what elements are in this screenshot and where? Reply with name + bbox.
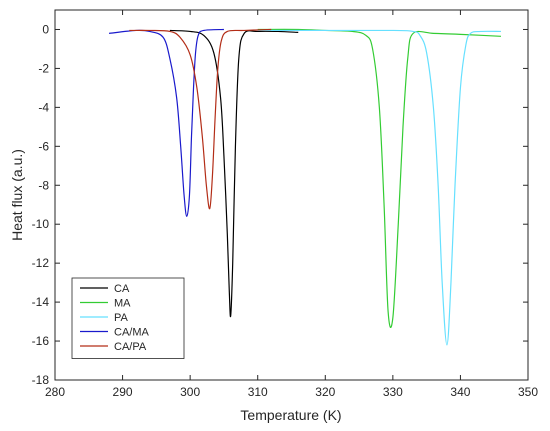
legend-label: CA/PA — [114, 341, 147, 353]
plot-frame — [54, 9, 529, 381]
y-axis-label: Heat flux (a.u.) — [9, 149, 25, 241]
x-tick-label: 330 — [383, 385, 403, 399]
legend-label: CA/MA — [114, 327, 150, 339]
series-line-pa — [257, 29, 501, 346]
y-tick-label: 0 — [42, 22, 49, 36]
x-tick-label: 320 — [315, 385, 335, 399]
y-tick-label: -14 — [32, 295, 50, 309]
series-layer — [108, 28, 501, 346]
x-tick-label: 310 — [248, 385, 268, 399]
x-tick-label: 300 — [180, 385, 200, 399]
legend-label: MA — [114, 298, 131, 310]
legend-box — [71, 277, 185, 359]
y-tick-label: -18 — [32, 373, 50, 387]
x-tick-label: 290 — [113, 385, 133, 399]
x-tick-label: 350 — [518, 385, 538, 399]
legend: CA MA PA CA/MA CA/PA — [71, 277, 185, 359]
y-tick-label: -4 — [38, 100, 49, 114]
y-tick-label: -6 — [38, 139, 49, 153]
y-axis: 0 -2 -4 -6 -8 -10 -12 -14 -16 -18 — [32, 22, 528, 387]
series-line-ma — [257, 28, 501, 328]
x-tick-label: 340 — [450, 385, 470, 399]
x-axis: 280 290 300 310 320 330 340 350 — [45, 10, 538, 399]
y-tick-label: -16 — [32, 334, 50, 348]
series-line-ca-pa — [129, 28, 272, 210]
y-tick-label: -8 — [38, 178, 49, 192]
legend-label: CA — [114, 283, 130, 295]
y-tick-label: -12 — [32, 256, 50, 270]
y-tick-label: -2 — [38, 61, 49, 75]
y-tick-label: -10 — [32, 217, 50, 231]
x-tick-label: 280 — [45, 385, 65, 399]
x-axis-label: Temperature (K) — [240, 407, 341, 423]
series-line-ca-ma — [108, 28, 224, 218]
legend-label: PA — [114, 312, 129, 324]
